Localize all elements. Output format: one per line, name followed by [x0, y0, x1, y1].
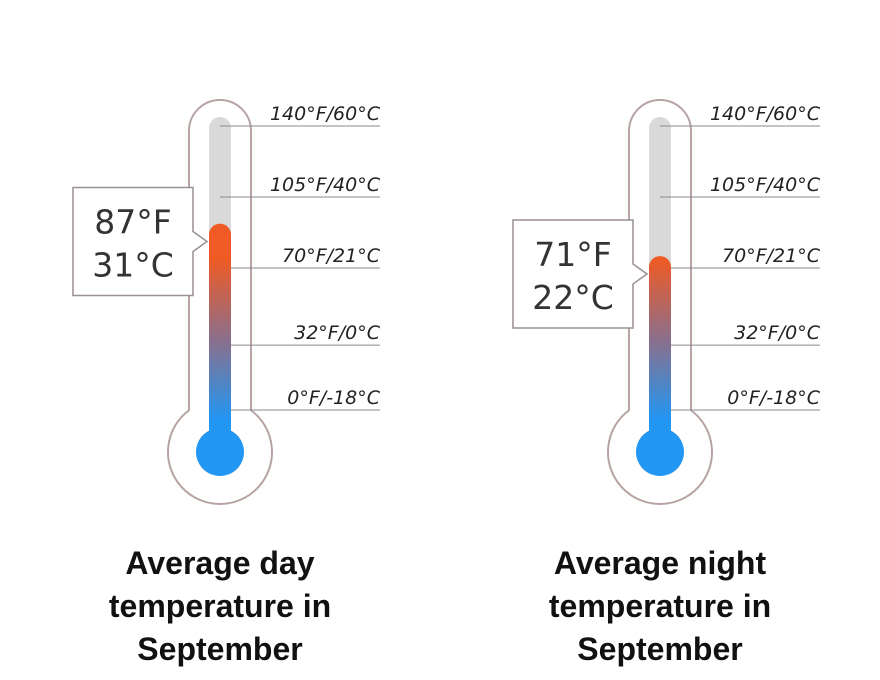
- caption-line: September: [577, 631, 742, 667]
- caption-line: temperature in: [109, 588, 331, 624]
- reading-celsius: 22°C: [532, 278, 614, 317]
- mercury-bulb: [196, 428, 244, 476]
- reading-callout: [512, 219, 649, 329]
- tick-label: 0°F/-18°C: [287, 387, 380, 409]
- tick-label: 32°F/0°C: [294, 322, 381, 344]
- caption-line: Average day: [125, 545, 314, 581]
- reading-fahrenheit: 71°F: [534, 235, 611, 274]
- mercury-fill: [209, 223, 231, 440]
- tick-label: 105°F/40°C: [270, 174, 381, 196]
- tick-label: 140°F/60°C: [710, 103, 821, 125]
- caption-line: temperature in: [549, 588, 771, 624]
- tick-label: 70°F/21°C: [282, 245, 381, 267]
- tick-label: 70°F/21°C: [722, 245, 821, 267]
- tick-label: 32°F/0°C: [734, 322, 821, 344]
- thermometer-2: 140°F/60°C 105°F/40°C 70°F/21°C 32°F/0°C 0°F…: [512, 99, 821, 667]
- mercury-fill: [649, 256, 671, 440]
- mercury-bulb: [636, 428, 684, 476]
- tick-label: 140°F/60°C: [270, 103, 381, 125]
- tick-label: 105°F/40°C: [710, 174, 821, 196]
- tick-label: 0°F/-18°C: [727, 387, 820, 409]
- reading-callout: [72, 186, 209, 297]
- thermometer-1: 140°F/60°C 105°F/40°C 70°F/21°C 32°F/0°C 0°F…: [72, 99, 381, 667]
- caption-line: Average night: [554, 545, 767, 581]
- caption-line: September: [137, 631, 302, 667]
- reading-fahrenheit: 87°F: [94, 203, 171, 242]
- reading-celsius: 31°C: [92, 246, 174, 285]
